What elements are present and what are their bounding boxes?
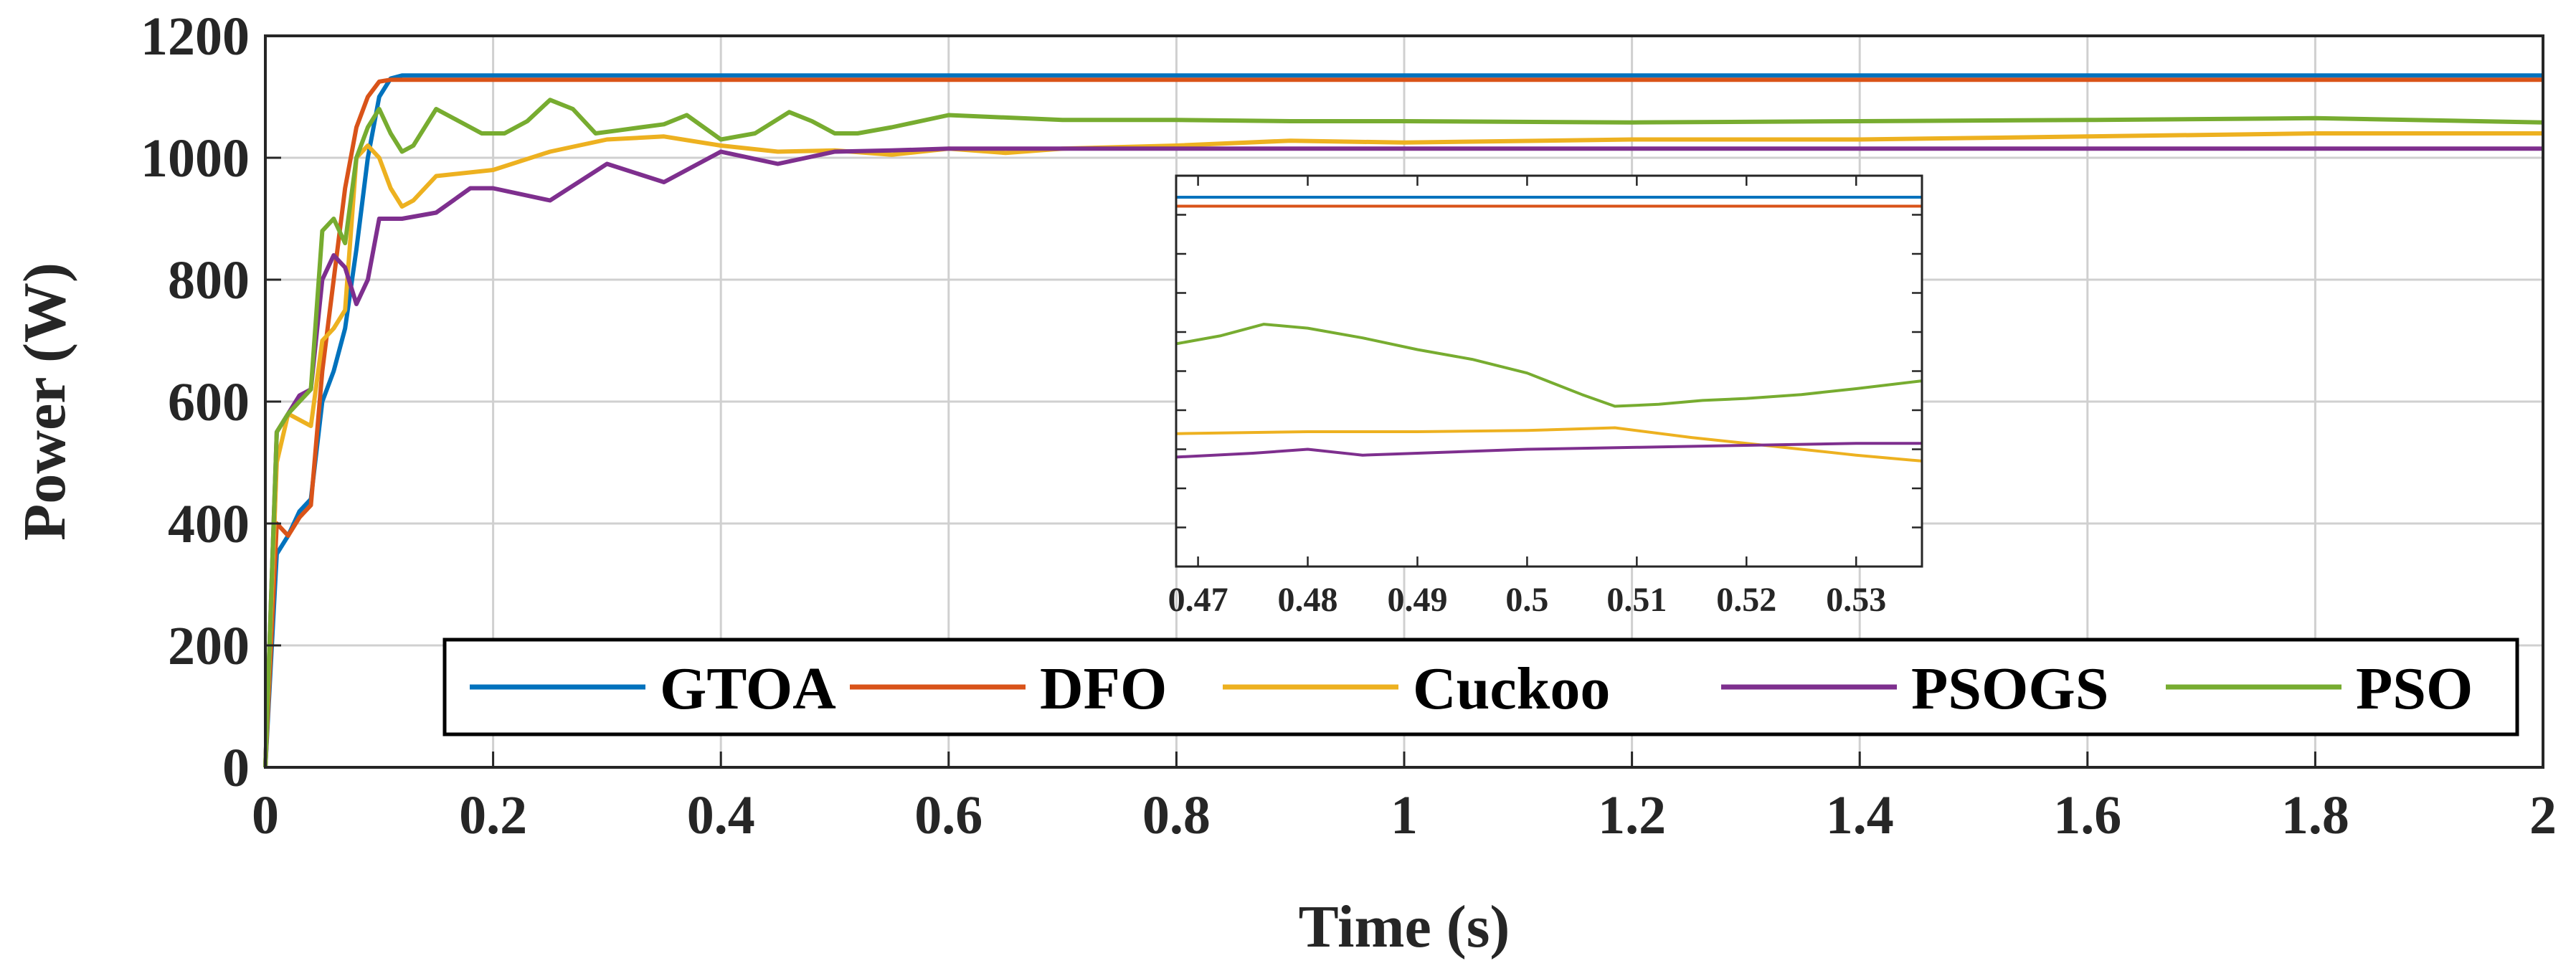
legend-label-cuckoo: Cuckoo bbox=[1413, 655, 1610, 722]
x-tick-label: 0 bbox=[252, 785, 279, 845]
legend-label-gtoa: GTOA bbox=[660, 655, 836, 722]
x-tick-label: 0.8 bbox=[1142, 785, 1211, 845]
x-tick-label: 2 bbox=[2529, 785, 2557, 845]
x-tick-label: 1.6 bbox=[2053, 785, 2121, 845]
inset-ticks bbox=[1176, 176, 1922, 567]
inset-x-tick-label: 0.51 bbox=[1606, 581, 1667, 619]
x-tick-label: 1 bbox=[1391, 785, 1418, 845]
legend-label-psogs: PSOGS bbox=[1911, 655, 2108, 722]
main-ticks bbox=[264, 34, 2544, 769]
series-line-cuckoo bbox=[263, 131, 2543, 768]
inset-series-line-pso bbox=[1175, 323, 1923, 408]
y-axis-title: Power (W) bbox=[11, 262, 78, 541]
inset-x-tick-label: 0.5 bbox=[1505, 581, 1548, 619]
zoom-inset: 0.47 0.48 0.49 0.5 0.51 0.52 0.53 bbox=[1168, 174, 1923, 619]
x-tick-label: 0.6 bbox=[914, 785, 982, 845]
series-line-dfo bbox=[263, 77, 2543, 768]
y-tick-label: 1000 bbox=[141, 128, 250, 189]
legend: GTOA DFO Cuckoo PSOGS PSO bbox=[442, 638, 2519, 736]
x-tick-label: 1.8 bbox=[2281, 785, 2349, 845]
y-tick-label: 400 bbox=[168, 494, 250, 554]
main-tick-labels: 0 0.2 0.4 0.6 0.8 1 1.2 1.4 1.6 1.8 2 0 200 400 600 800… bbox=[141, 6, 2557, 845]
series-line-gtoa bbox=[263, 73, 2543, 768]
inset-series-line-cuckoo bbox=[1175, 426, 1923, 463]
inset-x-tick-label: 0.53 bbox=[1826, 581, 1886, 619]
x-tick-label: 0.4 bbox=[687, 785, 755, 845]
y-tick-label: 1200 bbox=[141, 6, 250, 67]
y-tick-label: 200 bbox=[168, 616, 250, 676]
inset-lines bbox=[1175, 196, 1923, 463]
legend-label-dfo: DFO bbox=[1040, 655, 1167, 722]
series-line-pso bbox=[263, 98, 2544, 768]
inset-series-line-psogs bbox=[1175, 442, 1922, 459]
y-tick-label: 800 bbox=[168, 250, 250, 311]
inset-tick-labels: 0.47 0.48 0.49 0.5 0.51 0.52 0.53 bbox=[1168, 581, 1887, 619]
x-axis-title: Time (s) bbox=[1299, 894, 1510, 960]
inset-x-tick-label: 0.48 bbox=[1278, 581, 1338, 619]
y-tick-label: 0 bbox=[222, 738, 250, 798]
main-lines bbox=[263, 73, 2544, 768]
x-tick-label: 1.4 bbox=[1826, 785, 1894, 845]
inset-x-tick-label: 0.47 bbox=[1168, 581, 1228, 619]
x-tick-label: 1.2 bbox=[1598, 785, 1666, 845]
inset-x-tick-label: 0.52 bbox=[1716, 581, 1776, 619]
inset-x-tick-label: 0.49 bbox=[1387, 581, 1447, 619]
x-tick-label: 0.2 bbox=[459, 785, 527, 845]
y-tick-label: 600 bbox=[168, 372, 250, 432]
legend-label-pso: PSO bbox=[2356, 655, 2473, 722]
